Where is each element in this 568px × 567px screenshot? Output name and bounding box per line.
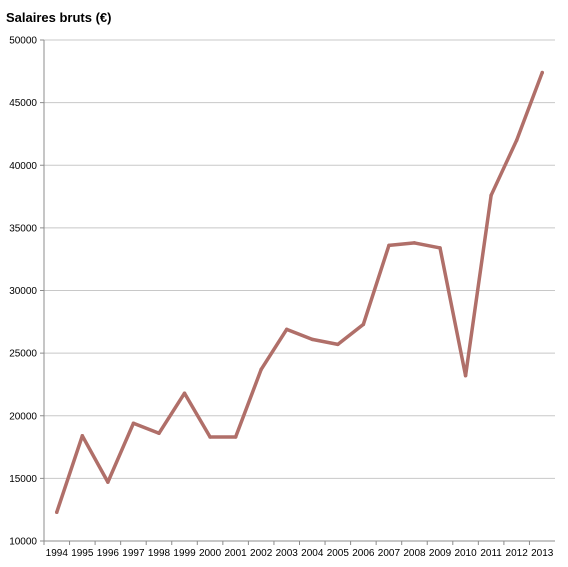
y-tick-label: 25000	[9, 349, 37, 360]
x-tick-labels: 1994 1995 1996 1997 1998 1999 2000 2001 2002 2003…	[46, 548, 554, 559]
series-line-0	[55, 70, 544, 514]
y-tick-label: 50000	[9, 36, 37, 47]
x-tick-label: 2012	[506, 548, 529, 559]
series-layer	[55, 70, 544, 514]
data-point-2007	[387, 243, 391, 248]
data-point-1997	[131, 421, 136, 426]
data-point-2011	[489, 193, 493, 198]
data-point-2008	[412, 241, 417, 245]
y-tick-label: 40000	[9, 161, 37, 172]
x-tick-label: 2004	[301, 548, 324, 559]
data-point-2003	[284, 327, 289, 332]
x-tick-label: 2000	[199, 548, 222, 559]
data-point-1998	[157, 431, 161, 436]
x-tick-label: 2008	[403, 548, 426, 559]
x-tick-label: 2013	[531, 548, 554, 559]
x-tick-label: 2010	[454, 548, 477, 559]
data-point-2001	[233, 435, 238, 439]
x-tick-label: 2002	[250, 548, 273, 559]
data-point-2002	[259, 367, 263, 372]
x-tick-label: 1995	[71, 548, 94, 559]
data-point-2010	[463, 373, 468, 378]
x-tick-label: 2007	[378, 548, 401, 559]
y-tick-label: 10000	[9, 537, 37, 548]
data-point-2000	[208, 435, 212, 439]
y-tick-label: 30000	[9, 286, 37, 297]
x-tick-label: 1999	[173, 548, 196, 559]
x-tick-label: 1997	[122, 548, 145, 559]
data-point-2013	[540, 70, 544, 75]
data-point-1994	[55, 510, 59, 514]
data-point-2005	[336, 342, 340, 347]
data-point-2006	[361, 322, 366, 327]
x-tick-label: 2001	[225, 548, 248, 559]
x-tick-label: 1996	[97, 548, 120, 559]
y-tick-label: 15000	[9, 474, 37, 485]
x-tick-label: 1998	[148, 548, 171, 559]
y-tick-label: 35000	[9, 223, 37, 234]
x-tick-label: 2011	[480, 548, 502, 559]
y-tick-label: 20000	[9, 411, 37, 422]
gridlines	[44, 39, 555, 479]
y-tick-label: 45000	[9, 98, 37, 109]
x-tick-label: 2006	[352, 548, 375, 559]
data-point-1996	[106, 480, 110, 484]
y-tick-labels: 10000 15000 20000 25000 30000 35000 40000 45000…	[9, 36, 37, 548]
data-point-2004	[310, 337, 315, 342]
data-point-1999	[182, 391, 187, 395]
data-point-2009	[438, 246, 442, 250]
axes	[40, 39, 555, 545]
data-point-2012	[514, 138, 519, 142]
chart-title: Salaires bruts (€)	[6, 10, 112, 25]
data-point-1995	[80, 434, 85, 438]
x-tick-label: 1994	[46, 548, 69, 559]
x-tick-label: 2009	[429, 548, 452, 559]
x-tick-label: 2003	[276, 548, 299, 559]
x-tick-label: 2005	[327, 548, 350, 559]
